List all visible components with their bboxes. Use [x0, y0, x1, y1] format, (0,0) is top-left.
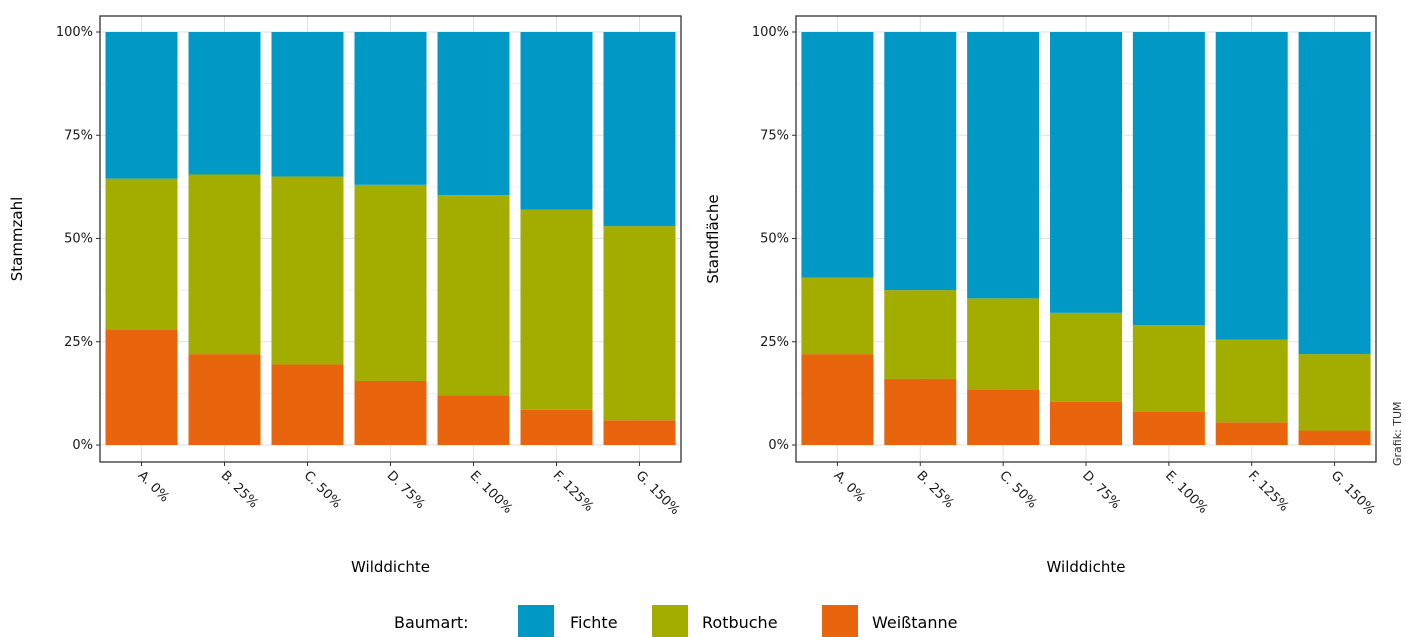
bar-fichte-f-125 [1215, 32, 1288, 340]
x-tick-label: C. 50% [301, 468, 344, 511]
bar-rotbuche-e-100 [437, 195, 510, 396]
legend-label-fichte: Fichte [570, 613, 618, 632]
bar-rotbuche-c-50 [271, 176, 344, 365]
bar-fichte-g-150 [1298, 32, 1371, 355]
bar-fichte-b-25 [884, 32, 957, 291]
bar-weisstanne-b-25 [884, 378, 957, 445]
bar-weisstanne-e-100 [437, 395, 510, 445]
y-tick-label: 75% [760, 128, 789, 143]
bar-rotbuche-g-150 [1298, 354, 1371, 431]
bar-weisstanne-a-0 [801, 354, 874, 445]
bar-fichte-d-75 [1050, 32, 1122, 313]
legend-swatch-fichte [518, 605, 554, 637]
legend-swatch-rotbuche [652, 605, 688, 637]
bar-rotbuche-b-25 [884, 290, 957, 379]
bar-weisstanne-c-50 [967, 389, 1040, 445]
x-axis-title: Wilddichte [1047, 558, 1126, 576]
bar-fichte-e-100 [437, 32, 510, 196]
x-tick-label: E. 100% [467, 468, 516, 517]
bar-rotbuche-d-75 [354, 184, 427, 381]
bar-weisstanne-e-100 [1132, 411, 1205, 445]
bar-rotbuche-a-0 [801, 277, 874, 355]
x-tick-label: G. 150% [633, 468, 683, 518]
bar-rotbuche-b-25 [188, 174, 261, 355]
x-tick-label: F. 125% [550, 468, 597, 515]
y-tick-label: 100% [752, 25, 789, 40]
legend-swatch-weisstanne [822, 605, 858, 637]
bar-rotbuche-g-150 [603, 226, 676, 421]
bar-weisstanne-f-125 [520, 409, 593, 445]
x-tick-label: D. 75% [384, 468, 428, 512]
y-axis-title: Standfläche [704, 194, 722, 283]
bar-rotbuche-e-100 [1132, 325, 1205, 412]
x-tick-label: A. 0% [135, 468, 172, 505]
bar-weisstanne-g-150 [603, 420, 676, 445]
x-tick-label: G. 150% [1328, 468, 1378, 518]
bar-rotbuche-d-75 [1050, 312, 1122, 402]
x-tick-label: D. 75% [1079, 468, 1123, 512]
bar-fichte-d-75 [354, 32, 427, 185]
x-axis-title: Wilddichte [351, 558, 430, 576]
y-tick-label: 0% [72, 438, 93, 453]
x-tick-label: B. 25% [913, 468, 956, 511]
x-tick-label: B. 25% [218, 468, 261, 511]
x-tick-label: C. 50% [996, 468, 1039, 511]
bar-fichte-g-150 [603, 32, 676, 227]
standflaeche-panel: 0% 25% 50% 75% 100% A. 0% B. 25% C. 50% D. 75% E.… [704, 15, 1378, 576]
bar-rotbuche-f-125 [1215, 339, 1288, 423]
bar-weisstanne-d-75 [354, 380, 427, 445]
x-tick-label: E. 100% [1162, 468, 1211, 517]
legend-label-weisstanne: Weißtanne [872, 613, 957, 632]
y-axis-title: Stammzahl [8, 197, 26, 282]
x-tick-label: F. 125% [1245, 468, 1292, 515]
stammzahl-panel: 0% 25% 50% 75% 100% A. 0% B. 25% C. 50% D. 75% E.… [8, 15, 683, 576]
y-tick-label: 25% [760, 335, 789, 350]
bar-fichte-a-0 [801, 32, 874, 278]
legend-title: Baumart: [394, 613, 469, 632]
credit-text: Grafik: TUM [1391, 401, 1404, 466]
bar-rotbuche-f-125 [520, 209, 593, 410]
bar-fichte-c-50 [271, 32, 344, 177]
bar-weisstanne-b-25 [188, 354, 261, 445]
bar-fichte-e-100 [1132, 32, 1205, 326]
bar-fichte-f-125 [520, 32, 593, 210]
bar-rotbuche-a-0 [105, 178, 178, 330]
bar-fichte-a-0 [105, 32, 178, 179]
y-tick-label: 0% [768, 438, 789, 453]
y-tick-label: 75% [64, 128, 93, 143]
y-tick-label: 50% [64, 232, 93, 247]
x-tick-label: A. 0% [831, 468, 868, 505]
y-tick-label: 50% [760, 232, 789, 247]
legend: Baumart: Fichte Rotbuche Weißtanne [394, 605, 957, 637]
bar-weisstanne-g-150 [1298, 430, 1371, 445]
bar-weisstanne-d-75 [1050, 401, 1122, 445]
bar-fichte-b-25 [188, 32, 261, 175]
bar-rotbuche-c-50 [967, 298, 1040, 390]
bar-weisstanne-a-0 [105, 329, 178, 445]
bar-weisstanne-c-50 [271, 364, 344, 445]
legend-label-rotbuche: Rotbuche [702, 613, 778, 632]
bar-weisstanne-f-125 [1215, 422, 1288, 445]
y-tick-label: 100% [56, 25, 93, 40]
bar-fichte-c-50 [967, 32, 1040, 299]
y-tick-label: 25% [64, 335, 93, 350]
